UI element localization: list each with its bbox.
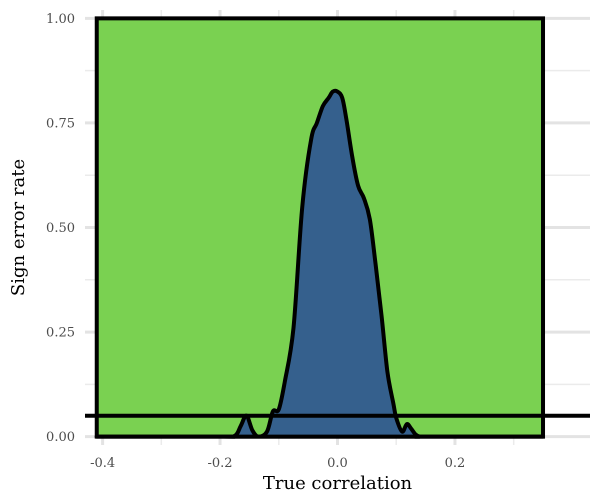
x-tick-label: -0.4 <box>90 456 115 471</box>
y-axis-title: Sign error rate <box>8 159 29 296</box>
y-tick-label: 0.00 <box>46 430 75 445</box>
x-axis-ticks: -0.4 -0.2 0.0 0.2 <box>90 456 465 471</box>
y-tick-label: 0.25 <box>46 326 75 341</box>
x-tick-label: -0.2 <box>208 456 233 471</box>
x-tick-label: 0.0 <box>327 456 348 471</box>
y-tick-label: 0.50 <box>46 221 75 236</box>
density-area <box>94 88 545 439</box>
y-tick-label: 1.00 <box>46 12 75 27</box>
x-axis-title: True correlation <box>263 473 413 494</box>
y-axis-ticks: 0.00 0.25 0.50 0.75 1.00 <box>46 12 75 445</box>
x-tick-label: 0.2 <box>445 456 466 471</box>
y-tick-label: 0.75 <box>46 116 75 131</box>
